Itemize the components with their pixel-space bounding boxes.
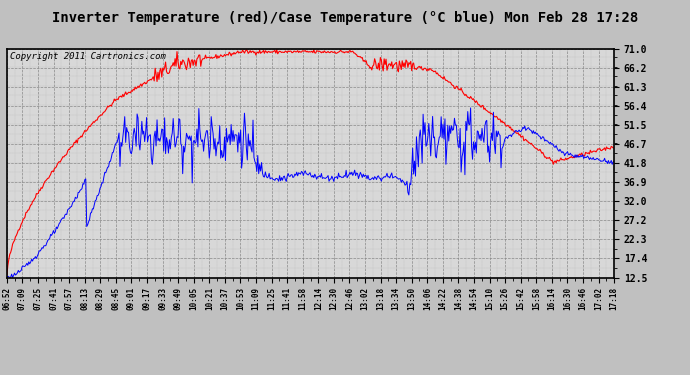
Text: Copyright 2011 Cartronics.com: Copyright 2011 Cartronics.com	[10, 52, 166, 61]
Text: Inverter Temperature (red)/Case Temperature (°C blue) Mon Feb 28 17:28: Inverter Temperature (red)/Case Temperat…	[52, 11, 638, 25]
